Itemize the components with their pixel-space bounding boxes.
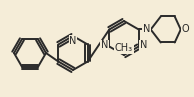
Text: N: N: [101, 41, 108, 51]
Text: CH₃: CH₃: [115, 43, 133, 53]
Text: N: N: [69, 36, 77, 46]
Text: O: O: [182, 25, 190, 35]
Text: N: N: [140, 41, 147, 51]
Text: N: N: [143, 25, 150, 35]
